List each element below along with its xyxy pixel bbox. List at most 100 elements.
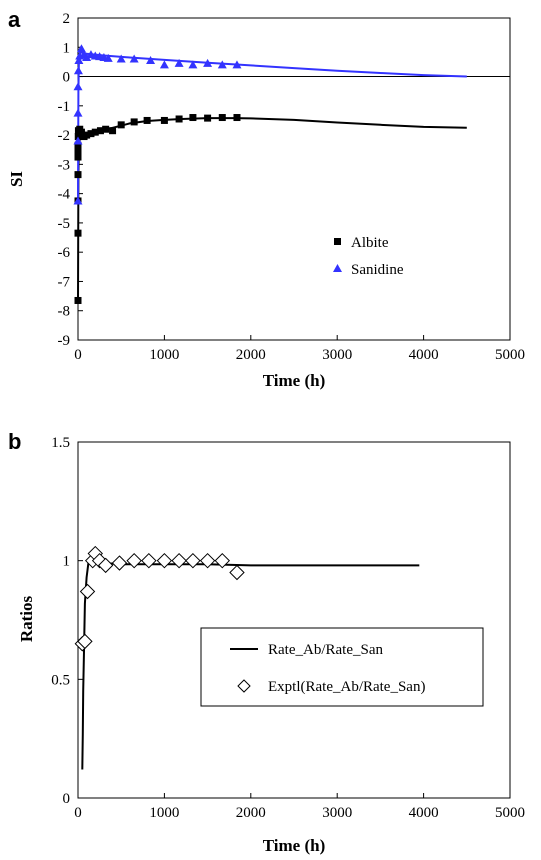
sanidine-point <box>73 82 83 91</box>
albite-point <box>74 229 82 237</box>
y-tick-label: -4 <box>58 187 71 203</box>
albite-point <box>175 115 183 123</box>
albite-point <box>77 128 85 136</box>
x-tick-label: 5000 <box>495 805 525 821</box>
albite-point <box>109 127 117 135</box>
legend-marker-albite <box>334 238 341 245</box>
exptl-point <box>77 633 93 650</box>
exptl-point <box>229 564 245 581</box>
x-tick-label: 0 <box>74 347 82 363</box>
panel-b-legend-box <box>200 627 484 707</box>
legend-marker-exptl <box>237 679 251 693</box>
x-tick-label: 0 <box>74 805 82 821</box>
panel-b-letter: b <box>8 429 21 454</box>
sanidine-point <box>73 196 83 205</box>
panel-a-y-axis-label: SI <box>7 171 26 187</box>
y-tick-label: -1 <box>58 99 71 115</box>
sanidine-point <box>174 58 184 67</box>
y-tick-label: 0.5 <box>51 672 70 688</box>
exptl-point <box>199 552 216 569</box>
albite-point <box>74 296 82 304</box>
x-tick-label: 3000 <box>322 347 352 363</box>
panel-a-legend: Albite Sanidine <box>333 235 404 278</box>
albite-point <box>96 127 104 135</box>
sanidine-point <box>74 55 84 64</box>
exptl-point <box>141 552 157 569</box>
exptl-point <box>111 555 128 571</box>
albite-point <box>91 128 99 136</box>
exptl-point <box>171 552 187 569</box>
x-tick-label: 5000 <box>495 347 525 363</box>
y-tick-label: -6 <box>58 245 71 261</box>
sanidine-point <box>217 60 227 69</box>
panel-b-plot-frame <box>77 441 511 799</box>
sanidine-point <box>129 54 139 63</box>
legend-label-albite: Albite <box>351 235 389 251</box>
y-tick-label: -3 <box>58 157 71 173</box>
sanidine-point <box>82 53 92 62</box>
sanidine-point <box>116 54 126 63</box>
y-tick-label: 1 <box>63 554 71 570</box>
albite-point <box>233 114 241 122</box>
panel-b-chart: b 0 1000 2000 3000 4000 5000 1.5 1 0.5 0 Ratios T… <box>8 429 525 855</box>
panel-a-plot-frame <box>77 17 511 341</box>
y-tick-label: -7 <box>58 274 71 290</box>
sanidine-point <box>232 60 242 69</box>
y-tick-label: 0 <box>63 791 71 807</box>
x-tick-label: 2000 <box>236 347 266 363</box>
sanidine-point <box>73 136 83 145</box>
series-line-3 <box>77 51 467 203</box>
legend-marker-sanidine <box>333 264 342 272</box>
sanidine-point <box>103 53 113 62</box>
panel-b-legend: Rate_Ab/Rate_San Exptl(Rate_Ab/Rate_San) <box>200 627 484 707</box>
albite-point <box>83 131 91 139</box>
exptl-point <box>97 557 114 574</box>
albite-point <box>74 147 82 155</box>
exptl-point <box>79 583 96 600</box>
albite-point <box>189 114 197 122</box>
albite-point <box>218 114 226 122</box>
panel-b-x-axis-label: Time (h) <box>263 836 326 855</box>
x-tick-label: 4000 <box>409 805 439 821</box>
albite-point <box>74 153 82 161</box>
exptl-point <box>214 552 230 569</box>
albite-point <box>102 125 110 133</box>
y-tick-label: 1.5 <box>51 435 70 451</box>
y-tick-label: 0 <box>63 70 71 86</box>
x-tick-label: 1000 <box>149 347 179 363</box>
legend-label-sanidine: Sanidine <box>351 262 404 278</box>
series-line-2 <box>77 117 467 302</box>
exptl-point <box>126 552 142 569</box>
sanidine-point <box>73 66 83 75</box>
sanidine-point <box>203 58 213 67</box>
sanidine-point <box>146 55 156 64</box>
x-tick-label: 1000 <box>149 805 179 821</box>
y-tick-label: -8 <box>58 304 71 320</box>
albite-point <box>143 116 151 124</box>
panel-a-letter: a <box>8 7 21 32</box>
legend-label-rate: Rate_Ab/Rate_San <box>268 642 383 658</box>
legend-label-exptl: Exptl(Rate_Ab/Rate_San) <box>268 679 425 695</box>
y-tick-label: -9 <box>58 333 71 349</box>
exptl-point <box>156 552 173 569</box>
albite-point <box>130 118 138 126</box>
albite-point <box>87 130 95 138</box>
panel-a-chart: a 0 1000 2000 3000 4000 5000 2 1 0 -1 -2 -3 -4 -5 -6 -7… <box>7 7 525 390</box>
sanidine-point <box>159 60 169 69</box>
albite-point <box>204 114 212 122</box>
panel-b-y-axis-label: Ratios <box>17 595 36 642</box>
y-tick-label: 1 <box>63 40 71 56</box>
albite-point <box>117 121 125 129</box>
sanidine-point <box>188 60 198 69</box>
x-tick-label: 2000 <box>236 805 266 821</box>
albite-point <box>74 141 82 149</box>
panel-a-x-axis-label: Time (h) <box>263 371 326 390</box>
x-tick-label: 4000 <box>409 347 439 363</box>
y-tick-label: -5 <box>58 216 71 232</box>
albite-point <box>74 171 82 179</box>
y-tick-label: -2 <box>58 128 71 144</box>
sanidine-point <box>76 44 86 53</box>
exptl-point <box>185 552 201 569</box>
albite-point <box>160 116 168 124</box>
